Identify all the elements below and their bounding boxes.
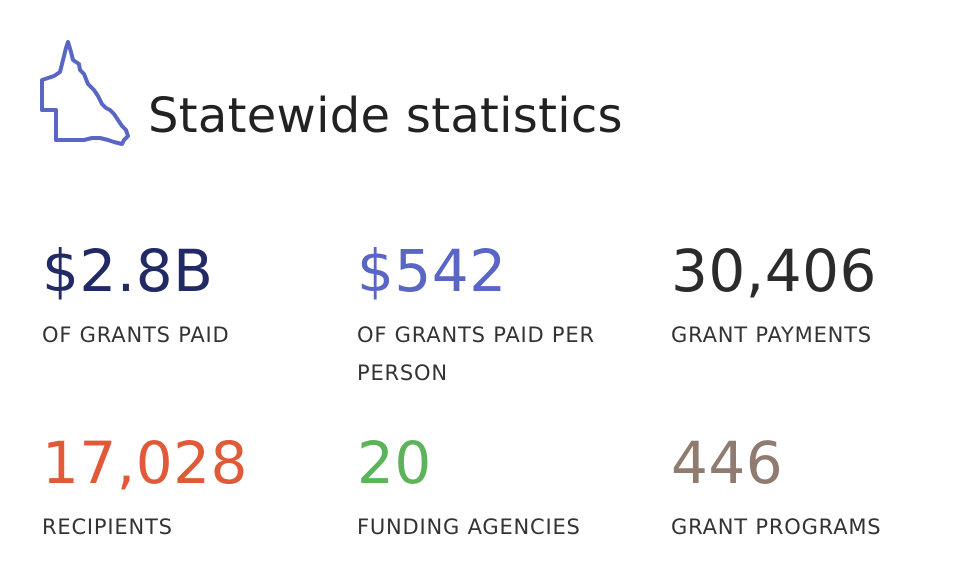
section-header xyxy=(38,40,132,150)
stat-grants-per-person: $542 OF GRANTS PAID PER PERSON xyxy=(357,240,647,392)
stat-grant-programs: 446 GRANT PROGRAMS xyxy=(671,432,960,546)
queensland-outline-icon xyxy=(40,40,130,146)
stat-recipients: 17,028 RECIPIENTS xyxy=(42,432,342,546)
stat-value: 446 xyxy=(671,429,784,497)
stat-label: FUNDING AGENCIES xyxy=(357,515,581,539)
stat-label: OF GRANTS PAID xyxy=(42,323,230,347)
stat-label: GRANT PROGRAMS xyxy=(671,515,882,539)
stat-value: 17,028 xyxy=(42,429,248,497)
stat-value: 20 xyxy=(357,429,432,497)
page-title: Statewide statistics xyxy=(148,88,623,144)
stat-value: 30,406 xyxy=(671,237,877,305)
stat-value: $2.8B xyxy=(42,237,214,305)
stat-value: $542 xyxy=(357,237,507,305)
stat-label: RECIPIENTS xyxy=(42,515,173,539)
stat-grant-payments: 30,406 GRANT PAYMENTS xyxy=(671,240,960,354)
stat-grants-paid: $2.8B OF GRANTS PAID xyxy=(42,240,342,354)
stat-label: GRANT PAYMENTS xyxy=(671,323,872,347)
stat-funding-agencies: 20 FUNDING AGENCIES xyxy=(357,432,647,546)
stat-label: OF GRANTS PAID PER PERSON xyxy=(357,323,595,385)
